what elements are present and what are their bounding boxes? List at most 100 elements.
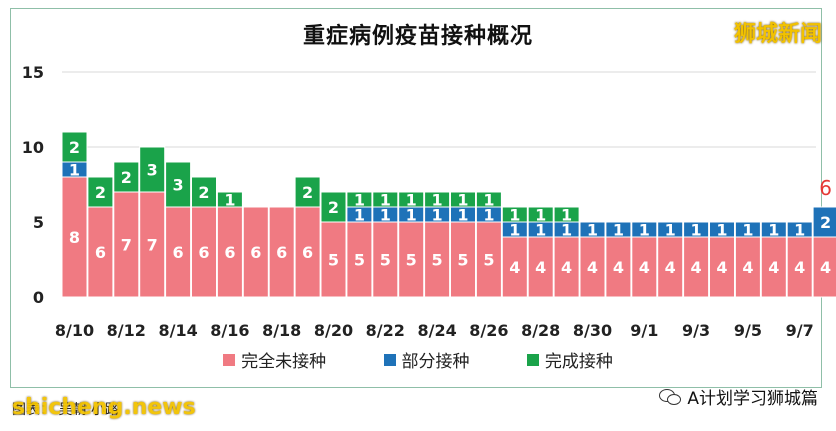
data-label-unvaccinated: 4	[665, 258, 676, 277]
data-label-unvaccinated: 6	[250, 243, 261, 262]
data-label-unvaccinated: 4	[716, 258, 727, 277]
bar-segment-full	[191, 176, 217, 208]
bar-segment-partial	[812, 206, 836, 238]
legend-swatch-unvaccinated	[223, 353, 236, 366]
bar-segment-unvaccinated	[165, 206, 192, 298]
bar-segment-unvaccinated	[372, 221, 399, 298]
bar-segment-partial	[683, 221, 710, 238]
y-tick-label: 10	[22, 138, 44, 157]
legend-item-partial: 部分接种	[383, 347, 470, 372]
bar-segment-full	[527, 206, 554, 223]
bar-segment-unvaccinated	[475, 221, 502, 298]
data-label-full: 2	[328, 198, 339, 217]
data-label-partial: 1	[716, 221, 727, 240]
bar-segment-partial	[760, 221, 787, 238]
x-tick-label: 8/12	[107, 321, 146, 340]
y-tick-label: 0	[33, 288, 44, 307]
data-label-full: 1	[561, 206, 572, 225]
watermark-account-label: A计划学习狮城篇	[687, 389, 818, 409]
bar-segment-unvaccinated	[553, 236, 580, 298]
bar-segment-partial	[786, 221, 813, 238]
x-tick-label: 8/30	[573, 321, 612, 340]
data-label-partial: 2	[820, 213, 831, 232]
y-tick-label: 5	[33, 213, 44, 232]
x-tick-label: 9/1	[630, 321, 658, 340]
x-tick-label: 8/24	[417, 321, 456, 340]
data-label-partial: 1	[768, 221, 779, 240]
legend-swatch-full	[526, 353, 539, 366]
data-label-full: 1	[406, 191, 417, 210]
bar-segment-full	[87, 176, 114, 208]
legend-item-full: 完成接种	[526, 347, 613, 372]
bar-segment-unvaccinated	[268, 206, 295, 298]
data-label-full: 1	[483, 191, 494, 210]
data-label-partial: 1	[69, 161, 80, 180]
bar-segment-partial	[605, 221, 632, 238]
bar-segment-unvaccinated	[320, 221, 347, 298]
bar-segment-partial	[631, 221, 658, 238]
data-label-full: 2	[95, 183, 106, 202]
bar-segment-unvaccinated	[786, 236, 813, 298]
x-tick-label: 8/28	[521, 321, 560, 340]
data-label-partial: 1	[587, 221, 598, 240]
bar-segment-full	[139, 146, 166, 193]
data-label-partial: 1	[457, 206, 468, 225]
data-label-unvaccinated: 4	[768, 258, 779, 277]
legend-label-full: 完成接种	[544, 352, 613, 372]
chart-title: 重症病例疫苗接种概况	[302, 24, 533, 49]
data-label-partial: 1	[665, 221, 676, 240]
data-label-full: 1	[380, 191, 391, 210]
data-label-full: 3	[147, 161, 158, 180]
legend-label-unvaccinated: 完全未接种	[241, 352, 327, 372]
data-label-unvaccinated: 4	[561, 258, 572, 277]
bar-segment-unvaccinated	[709, 236, 735, 298]
x-tick-label: 8/10	[55, 321, 94, 340]
source-credit: 图表： 吴朝 小路	[12, 402, 119, 418]
data-label-unvaccinated: 5	[354, 251, 365, 270]
bar-segment-unvaccinated	[527, 236, 554, 298]
data-label-unvaccinated: 5	[432, 251, 443, 270]
data-label-unvaccinated: 4	[587, 258, 598, 277]
data-label-full: 1	[432, 191, 443, 210]
x-tick-label: 9/3	[682, 321, 710, 340]
data-label-partial: 1	[535, 221, 546, 240]
data-label-full: 1	[224, 191, 235, 210]
data-label-unvaccinated: 6	[173, 243, 184, 262]
data-label-full: 2	[302, 183, 313, 202]
data-label-unvaccinated: 4	[509, 258, 520, 277]
bar-segment-unvaccinated	[191, 206, 217, 298]
x-tick-label: 8/18	[262, 321, 301, 340]
data-label-unvaccinated: 7	[121, 236, 132, 255]
data-label-unvaccinated: 5	[328, 251, 339, 270]
watermark-site: shicheng.news	[12, 395, 196, 420]
total-annotation: 6	[819, 176, 832, 200]
data-label-partial: 1	[639, 221, 650, 240]
y-tick-label: 15	[22, 63, 44, 82]
data-label-unvaccinated: 4	[639, 258, 650, 277]
watermark-account: A计划学习狮城篇	[659, 384, 818, 409]
bar-segment-full	[372, 191, 399, 208]
bar-segment-unvaccinated	[450, 221, 476, 298]
bar-segment-unvaccinated	[631, 236, 658, 298]
bar-segment-partial	[579, 221, 606, 238]
x-tick-label: 9/5	[734, 321, 762, 340]
bar-segment-partial	[734, 221, 761, 238]
data-label-unvaccinated: 6	[302, 243, 313, 262]
bar-segment-full	[553, 206, 580, 223]
data-label-unvaccinated: 5	[380, 251, 391, 270]
data-label-full: 2	[69, 138, 80, 157]
bar-segment-partial	[657, 221, 684, 238]
data-label-unvaccinated: 6	[198, 243, 209, 262]
data-label-partial: 1	[509, 221, 520, 240]
x-tick-label: 8/22	[366, 321, 405, 340]
bar-segment-unvaccinated	[87, 206, 114, 298]
bar-segment-full	[320, 191, 347, 223]
x-tick-label: 8/26	[469, 321, 508, 340]
data-label-partial: 1	[691, 221, 702, 240]
legend-item-unvaccinated: 完全未接种	[223, 347, 326, 372]
bar-segment-unvaccinated	[760, 236, 787, 298]
bar-segment-unvaccinated	[139, 191, 166, 298]
bar-segment-unvaccinated	[683, 236, 710, 298]
data-label-full: 1	[509, 206, 520, 225]
data-label-partial: 1	[483, 206, 494, 225]
